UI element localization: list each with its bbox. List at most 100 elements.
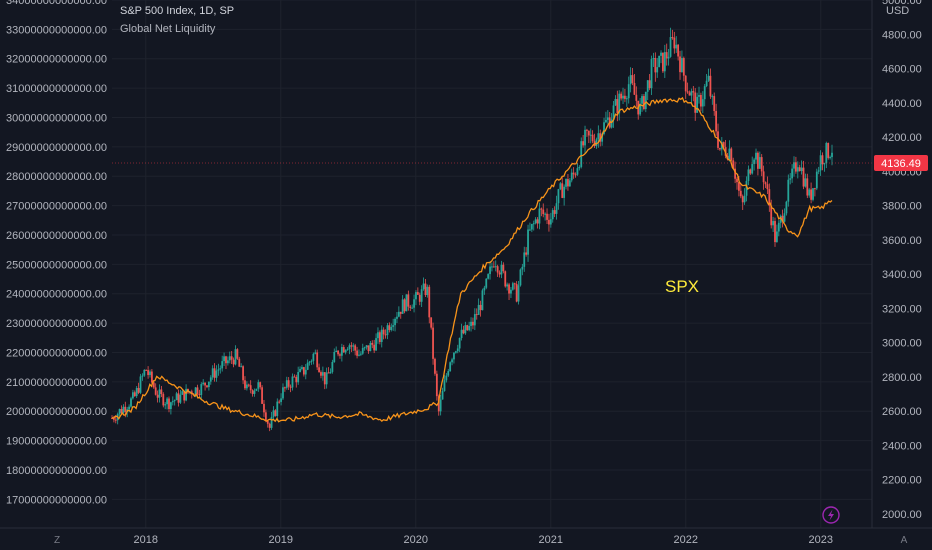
candle-body (335, 350, 338, 353)
candle-body (339, 354, 341, 356)
candle-body (175, 393, 178, 401)
candle-body (665, 52, 668, 59)
candle-body (734, 168, 737, 179)
candle-body (162, 394, 165, 406)
right-tick-label: 2800.00 (882, 372, 922, 384)
candle-body (747, 169, 750, 181)
candle-body (435, 373, 438, 397)
candle-body (285, 380, 288, 388)
candle-body (540, 208, 543, 210)
last-price-badge-bg (874, 155, 928, 171)
right-tick-label: 4400.00 (882, 98, 922, 110)
candle-body (624, 95, 626, 99)
candle-body (111, 418, 113, 420)
candle-body (323, 372, 326, 385)
candle-body (253, 390, 256, 394)
candle-body (405, 294, 408, 312)
candle-body (150, 371, 153, 383)
candle-body (506, 284, 509, 287)
candle-body (318, 367, 320, 373)
candle-body (802, 167, 805, 187)
lightning-button[interactable] (822, 506, 840, 524)
timezone-z-button[interactable]: Z (54, 535, 60, 546)
candle-body (589, 134, 592, 136)
candle-body (751, 164, 754, 174)
candle-body (587, 130, 590, 136)
candle-body (595, 139, 598, 147)
candle-body (409, 306, 412, 308)
candle-body (310, 360, 313, 362)
candle-body (430, 317, 433, 328)
candle-body (247, 384, 250, 386)
candle-body (557, 189, 560, 204)
candle-body (534, 219, 537, 224)
candle-body (118, 409, 121, 415)
candle-body (415, 292, 417, 300)
candle-body (700, 94, 702, 107)
candle-body (274, 410, 277, 416)
right-tick-label: 3600.00 (882, 235, 922, 247)
left-tick-label: 30000000000000.00 (6, 112, 107, 124)
candle-body (251, 390, 254, 394)
candle-body (149, 371, 151, 375)
candle-body (242, 366, 244, 381)
candle-body (605, 119, 607, 123)
candle-body (173, 400, 176, 402)
candle-body (375, 338, 377, 351)
candle-body (432, 327, 434, 359)
candle-body (772, 221, 775, 226)
candle-body (489, 266, 491, 275)
lightning-icon[interactable] (822, 506, 840, 524)
candle-body (337, 350, 339, 355)
candle-body (124, 406, 127, 412)
candle-body (221, 361, 224, 369)
candle-body (719, 147, 721, 150)
candle-body (356, 350, 358, 356)
candle-body (399, 311, 402, 314)
candle-body (352, 345, 355, 347)
right-tick-label: 4600.00 (882, 64, 922, 76)
candle-body (696, 96, 699, 113)
candle-body (684, 75, 687, 92)
candle-body (202, 382, 205, 385)
candle-body (502, 264, 505, 272)
candle-body (236, 349, 239, 359)
candle-body (145, 369, 148, 371)
candle-body (200, 384, 203, 395)
candle-body (181, 391, 184, 395)
candle-body (472, 321, 474, 326)
candle-body (426, 286, 429, 296)
candle-body (815, 171, 818, 189)
candle-body (266, 420, 269, 424)
candle-body (327, 372, 330, 374)
left-tick-label: 27000000000000.00 (6, 201, 107, 213)
right-tick-label: 3200.00 (882, 303, 922, 315)
left-tick-label: 19000000000000.00 (6, 436, 107, 448)
candle-body (675, 44, 678, 49)
candle-body (762, 171, 765, 183)
candle-body (483, 287, 486, 291)
candle-body (240, 366, 243, 368)
grid (112, 0, 872, 528)
candle-body (428, 286, 431, 318)
auto-scale-button[interactable]: A (901, 535, 908, 546)
candle-body (453, 352, 455, 360)
candle-body (732, 160, 735, 169)
candle-body (793, 162, 795, 169)
candle-body (128, 406, 130, 410)
candle-body (207, 381, 210, 388)
candle-body (791, 168, 794, 179)
candle-body (270, 416, 273, 428)
chart-title: S&P 500 Index, 1D, SP (120, 5, 234, 17)
candle-body (563, 186, 566, 198)
candle-body (698, 94, 700, 97)
candle-body (261, 387, 263, 404)
candle-body (154, 387, 157, 395)
candle-body (454, 351, 457, 353)
candle-body (479, 304, 482, 311)
candle-body (663, 52, 666, 72)
candle-body (500, 264, 503, 275)
candle-body (831, 152, 833, 158)
candle-body (586, 129, 588, 131)
